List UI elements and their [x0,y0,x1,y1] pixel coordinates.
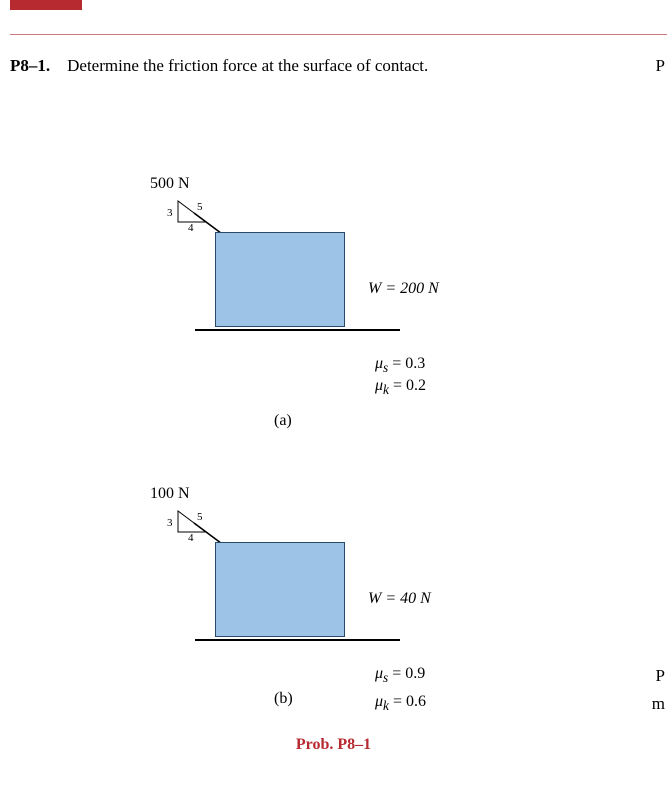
subfig-label-a: (a) [274,412,292,430]
cutoff-glyph-p: P [656,666,665,686]
diagram-a: 500 N 3 4 5 W = 200 N μs = 0.3 μk = 0.2 … [140,170,520,450]
surface-b [195,639,400,641]
surface-a [195,329,400,331]
header-divider [10,34,667,35]
problem-caption: Prob. P8–1 [0,736,667,754]
block-b [215,542,345,637]
diagram-b: 100 N 3 4 5 W = 40 N μs = 0.9 μk = 0.6 (… [140,480,520,760]
cutoff-glyph-m: m [652,694,665,714]
mu-k-b: μk = 0.6 [375,693,426,714]
mu-s-b: μs = 0.9 [375,665,425,686]
problem-statement: P8–1. Determine the friction force at th… [10,56,428,76]
subfig-label-b: (b) [274,690,293,708]
block-a [215,232,345,327]
weight-label-a: W = 200 N [368,280,439,298]
mu-s-a: μs = 0.3 [375,355,425,376]
mu-k-a: μk = 0.2 [375,377,426,398]
problem-text: Determine the friction force at the surf… [67,56,428,75]
header-accent-bar [10,0,82,10]
cutoff-glyph-top: P [656,56,665,76]
problem-id: P8–1. [10,56,50,75]
weight-label-b: W = 40 N [368,590,431,608]
